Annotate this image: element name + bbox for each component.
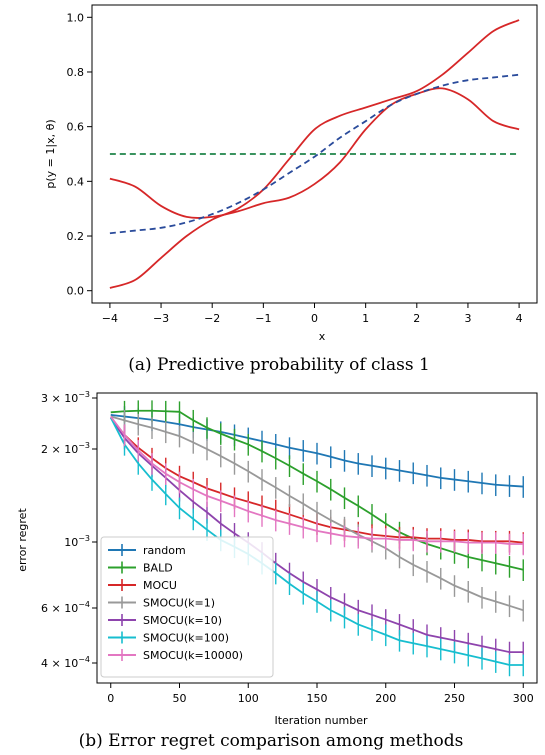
panel-a-y-axis-label: p(y = 1|x, θ) [44, 119, 57, 188]
legend-label: MOCU [143, 579, 177, 592]
x-tick-4: 0 [311, 303, 318, 325]
legend-item-random: random [108, 544, 186, 557]
x-tick-200: 200 [375, 683, 396, 705]
legend-label: BALD [143, 562, 173, 575]
y-tick-5: 1.0 [67, 11, 92, 24]
svg-text:0.2: 0.2 [67, 230, 85, 243]
series-smocu-k-10000 [110, 415, 524, 556]
panel-a-curves [109, 19, 520, 289]
x-tick-6: 2 [413, 303, 420, 325]
svg-text:0.6: 0.6 [67, 121, 85, 134]
x-tick-8: 4 [516, 303, 523, 325]
legend-label: SMOCU(k=10000) [143, 649, 243, 662]
svg-text:0: 0 [107, 692, 114, 705]
x-tick-5: 1 [362, 303, 369, 325]
x-tick-7: 3 [464, 303, 471, 325]
panel-a-curve-0 [109, 19, 520, 289]
panel-a-curve-2 [109, 73, 520, 235]
y-tick-6e-4: 6 × 10−4 [41, 600, 97, 615]
y-tick-3e-3: 3 × 10−3 [41, 390, 97, 405]
y-tick-2: 0.4 [67, 175, 92, 188]
y-tick-3: 0.6 [67, 121, 92, 134]
svg-text:0: 0 [311, 312, 318, 325]
x-tick-50: 50 [173, 683, 187, 705]
svg-text:0.4: 0.4 [67, 175, 85, 188]
svg-text:200: 200 [375, 692, 396, 705]
x-tick-0: −4 [102, 303, 118, 325]
svg-text:0.0: 0.0 [67, 285, 85, 298]
svg-text:250: 250 [444, 692, 465, 705]
y-tick-2e-3: 2 × 10−3 [41, 441, 97, 456]
panel-b-x-ticks: 0 50 100 150 200 250 300 [107, 683, 534, 705]
y-tick-4e-4: 4 × 10−4 [41, 655, 97, 670]
svg-text:2 × 10−3: 2 × 10−3 [41, 441, 90, 456]
panel-b-y-axis-label: error regret [16, 508, 29, 572]
y-tick-1e-3: 10−3 [64, 534, 97, 549]
svg-text:100: 100 [238, 692, 259, 705]
legend-label: random [143, 544, 186, 557]
x-tick-3: −1 [255, 303, 271, 325]
panel-b-y-ticks: 3 × 10−3 2 × 10−3 10−3 6 × 10−4 4 × 10−4 [41, 390, 97, 670]
legend-label: SMOCU(k=10) [143, 614, 222, 627]
legend-item-smocu-k-10: SMOCU(k=10) [108, 614, 222, 627]
svg-text:3: 3 [464, 312, 471, 325]
svg-text:1.0: 1.0 [67, 11, 85, 24]
svg-text:300: 300 [513, 692, 534, 705]
series-smocu-k-1 [110, 409, 524, 622]
x-tick-300: 300 [513, 683, 534, 705]
x-tick-150: 150 [307, 683, 328, 705]
y-tick-1: 0.2 [67, 230, 92, 243]
x-tick-100: 100 [238, 683, 259, 705]
svg-text:4 × 10−4: 4 × 10−4 [41, 655, 90, 670]
panel-b-x-axis-label: Iteration number [274, 714, 368, 727]
panel-b-legend: random BALD MOCU SMOCU(k=1) SMOCU(k=10) SMOCU… [100, 536, 274, 678]
legend-box [100, 536, 274, 678]
svg-text:10−3: 10−3 [64, 534, 90, 549]
svg-text:4: 4 [516, 312, 523, 325]
svg-text:−1: −1 [255, 312, 271, 325]
svg-text:0.8: 0.8 [67, 66, 85, 79]
svg-text:50: 50 [173, 692, 187, 705]
x-tick-1: −3 [153, 303, 169, 325]
legend-item-smocu-k-100: SMOCU(k=100) [108, 631, 229, 645]
panel-a-x-axis-label: x [319, 330, 326, 343]
svg-text:−3: −3 [153, 312, 169, 325]
svg-text:3 × 10−3: 3 × 10−3 [41, 390, 90, 405]
legend-item-bald: BALD [108, 561, 173, 575]
legend-item-smocu-k-10000: SMOCU(k=10000) [108, 649, 243, 662]
svg-text:6 × 10−4: 6 × 10−4 [41, 600, 90, 615]
x-tick-250: 250 [444, 683, 465, 705]
panel-a-y-ticks: 0.0 0.2 0.4 0.6 0.8 1.0 [67, 11, 92, 298]
panel-a: −4 −3 −2 −1 0 1 2 3 4 0.0 0.2 0.4 0.6 0.8 1.0 x p(y =… [44, 4, 538, 375]
svg-text:150: 150 [307, 692, 328, 705]
x-tick-2: −2 [204, 303, 220, 325]
panel-b: 0 50 100 150 200 250 300 3 × 10−3 2 × 10−3 10−… [16, 390, 538, 751]
y-tick-0: 0.0 [67, 285, 92, 298]
panel-a-curve-1 [109, 87, 520, 219]
svg-text:−4: −4 [102, 312, 118, 325]
panel-a-x-ticks: −4 −3 −2 −1 0 1 2 3 4 [102, 303, 523, 325]
panel-b-caption: (b) Error regret comparison among method… [79, 731, 464, 751]
panel-b-lines [109, 400, 524, 677]
svg-text:2: 2 [413, 312, 420, 325]
legend-item-smocu-k-1: SMOCU(k=1) [108, 596, 215, 610]
legend-label: SMOCU(k=1) [143, 597, 215, 610]
svg-text:−2: −2 [204, 312, 220, 325]
panel-a-caption: (a) Predictive probability of class 1 [128, 355, 430, 375]
svg-text:1: 1 [362, 312, 369, 325]
legend-label: SMOCU(k=100) [143, 632, 229, 645]
y-tick-4: 0.8 [67, 66, 92, 79]
legend-item-mocu: MOCU [108, 579, 177, 592]
x-tick-0: 0 [107, 683, 114, 705]
